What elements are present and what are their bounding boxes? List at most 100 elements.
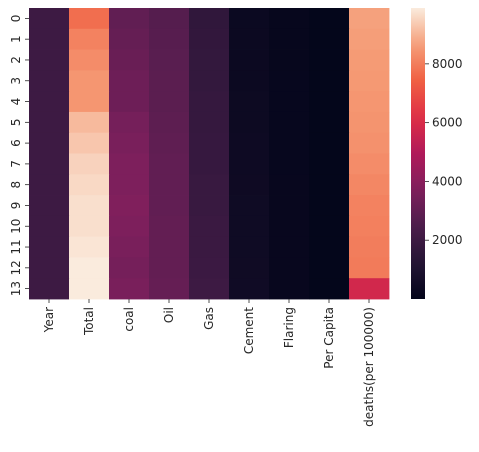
heatmap-cell: [189, 195, 230, 217]
heatmap-cell: [149, 111, 190, 134]
heatmap-cell: [109, 70, 150, 92]
heatmap-cell: [149, 28, 190, 50]
heatmap-cell: [229, 153, 270, 175]
heatmap-cell: [269, 174, 310, 196]
heatmap-cell: [29, 278, 70, 300]
heatmap-cell: [149, 195, 190, 217]
heatmap-cell: [109, 215, 150, 238]
heatmap-cell: [69, 49, 110, 71]
y-tick-label: 4: [9, 98, 23, 106]
heatmap-cell: [349, 278, 390, 300]
heatmap-cell: [109, 195, 150, 217]
heatmap-cell: [29, 70, 70, 92]
y-tick-label: 8: [9, 181, 23, 189]
heatmap-cell: [269, 195, 310, 217]
x-tick-label: Per Capita: [322, 307, 336, 369]
heatmap-cell: [69, 257, 110, 279]
heatmap-cell: [109, 49, 150, 71]
heatmap-cell: [189, 91, 230, 113]
heatmap-cell: [349, 70, 390, 92]
heatmap-cell: [309, 278, 350, 300]
y-tick-label: 10: [9, 219, 23, 234]
heatmap-cell: [149, 70, 190, 92]
y-tick-label: 6: [9, 139, 23, 147]
heatmap-cell: [229, 215, 270, 238]
heatmap-cell: [229, 174, 270, 196]
heatmap-cell: [229, 28, 270, 50]
heatmap-cell: [29, 132, 70, 154]
heatmap-cell: [109, 111, 150, 134]
heatmap-cell: [349, 8, 390, 30]
heatmap-cell: [149, 91, 190, 113]
heatmap-cell: [149, 215, 190, 238]
heatmap-cell: [29, 91, 70, 113]
y-tick-label: 12: [9, 260, 23, 275]
y-tick-label: 0: [9, 15, 23, 23]
heatmap-cell: [229, 236, 270, 258]
heatmap-cell: [229, 91, 270, 113]
heatmap-cell: [269, 236, 310, 258]
heatmap-cell: [189, 70, 230, 92]
heatmap-cell: [349, 195, 390, 217]
heatmap-cell: [69, 132, 110, 154]
x-tick-label: Oil: [162, 307, 176, 323]
y-tick-label: 11: [9, 239, 23, 254]
heatmap-cell: [149, 8, 190, 30]
heatmap-cell: [189, 153, 230, 175]
colorbar-gradient: [411, 8, 425, 299]
heatmap-cell: [29, 257, 70, 279]
heatmap-cell: [29, 215, 70, 238]
heatmap-cell: [69, 8, 110, 30]
heatmap-cell: [229, 8, 270, 30]
heatmap-cell: [189, 174, 230, 196]
heatmap-cell: [109, 28, 150, 50]
heatmap-cell: [69, 174, 110, 196]
heatmap-cell: [349, 236, 390, 258]
heatmap-cell: [349, 111, 390, 134]
heatmap-cell: [109, 257, 150, 279]
heatmap-cell: [189, 215, 230, 238]
heatmap-cell: [349, 257, 390, 279]
heatmap-cell: [29, 174, 70, 196]
heatmap-cells: [29, 8, 390, 300]
heatmap-cell: [149, 278, 190, 300]
heatmap-cell: [69, 70, 110, 92]
heatmap-cell: [109, 153, 150, 175]
heatmap-cell: [69, 91, 110, 113]
heatmap-cell: [309, 174, 350, 196]
x-axis-ticks: Year Total coal Oil Gas Cement Flaring Per Capi…: [42, 299, 376, 427]
heatmap-cell: [229, 49, 270, 71]
heatmap-cell: [349, 49, 390, 71]
heatmap-cell: [69, 215, 110, 238]
heatmap-cell: [109, 278, 150, 300]
heatmap-cell: [29, 153, 70, 175]
heatmap-cell: [189, 28, 230, 50]
colorbar-tick-label: 4000: [432, 174, 463, 188]
colorbar-tick-label: 2000: [432, 233, 463, 247]
heatmap-cell: [229, 195, 270, 217]
heatmap-cell: [189, 132, 230, 154]
x-tick-label: Total: [82, 307, 96, 336]
heatmap-cell: [189, 278, 230, 300]
heatmap-cell: [349, 91, 390, 113]
x-tick-label: deaths(per 100000): [362, 307, 376, 427]
x-tick-label: Cement: [242, 307, 256, 354]
heatmap-cell: [349, 174, 390, 196]
heatmap-cell: [269, 70, 310, 92]
heatmap-cell: [69, 153, 110, 175]
heatmap-cell: [269, 91, 310, 113]
colorbar-tick-label: 8000: [432, 57, 463, 71]
y-tick-label: 9: [9, 202, 23, 210]
colorbar-tick-label: 6000: [432, 116, 463, 130]
heatmap-cell: [269, 111, 310, 134]
y-tick-label: 13: [9, 281, 23, 296]
heatmap-cell: [309, 257, 350, 279]
x-tick-label: Year: [42, 307, 56, 333]
colorbar: 2000 4000 6000 8000: [411, 8, 463, 299]
heatmap-cell: [309, 111, 350, 134]
heatmap-cell: [269, 49, 310, 71]
heatmap-cell: [269, 257, 310, 279]
heatmap-cell: [149, 49, 190, 71]
heatmap-cell: [309, 236, 350, 258]
